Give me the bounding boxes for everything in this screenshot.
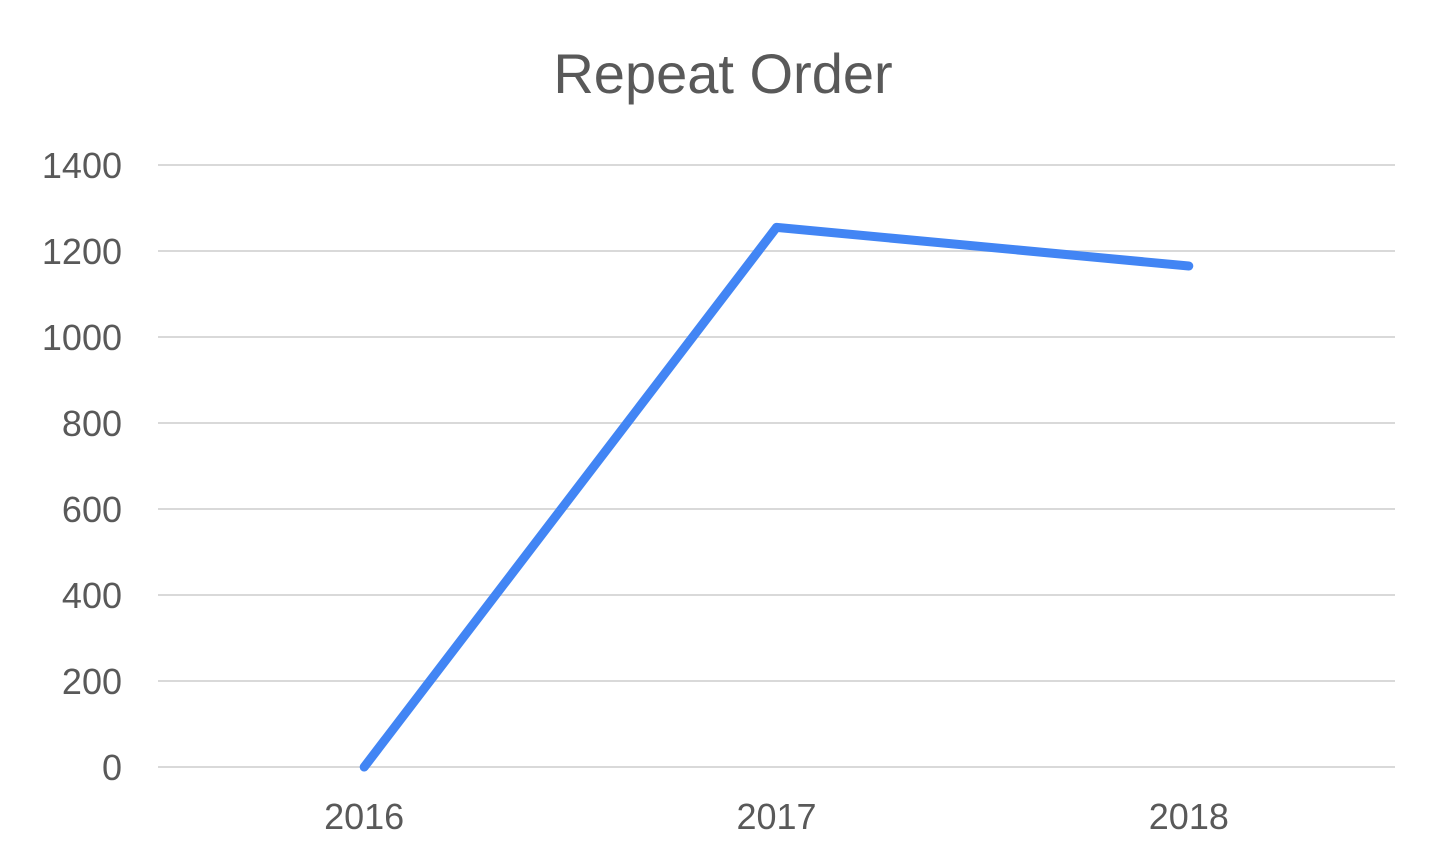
y-tick-label: 200 <box>62 661 122 702</box>
y-axis-tick-labels: 0 200 400 600 800 1000 1200 1400 <box>42 145 122 788</box>
y-tick-label: 800 <box>62 403 122 444</box>
y-tick-label: 600 <box>62 489 122 530</box>
gridlines <box>158 164 1395 768</box>
x-tick-label: 2018 <box>1149 796 1229 837</box>
chart-title: Repeat Order <box>553 42 892 105</box>
x-tick-label: 2017 <box>736 796 816 837</box>
y-tick-label: 0 <box>102 747 122 788</box>
series-lines <box>359 222 1194 772</box>
y-tick-label: 1400 <box>42 145 122 186</box>
x-tick-label: 2016 <box>324 796 404 837</box>
x-axis-tick-labels: 2016 2017 2018 <box>324 796 1229 837</box>
series-line-0 <box>359 222 1194 772</box>
y-tick-label: 1000 <box>42 317 122 358</box>
y-tick-label: 1200 <box>42 231 122 272</box>
y-tick-label: 400 <box>62 575 122 616</box>
